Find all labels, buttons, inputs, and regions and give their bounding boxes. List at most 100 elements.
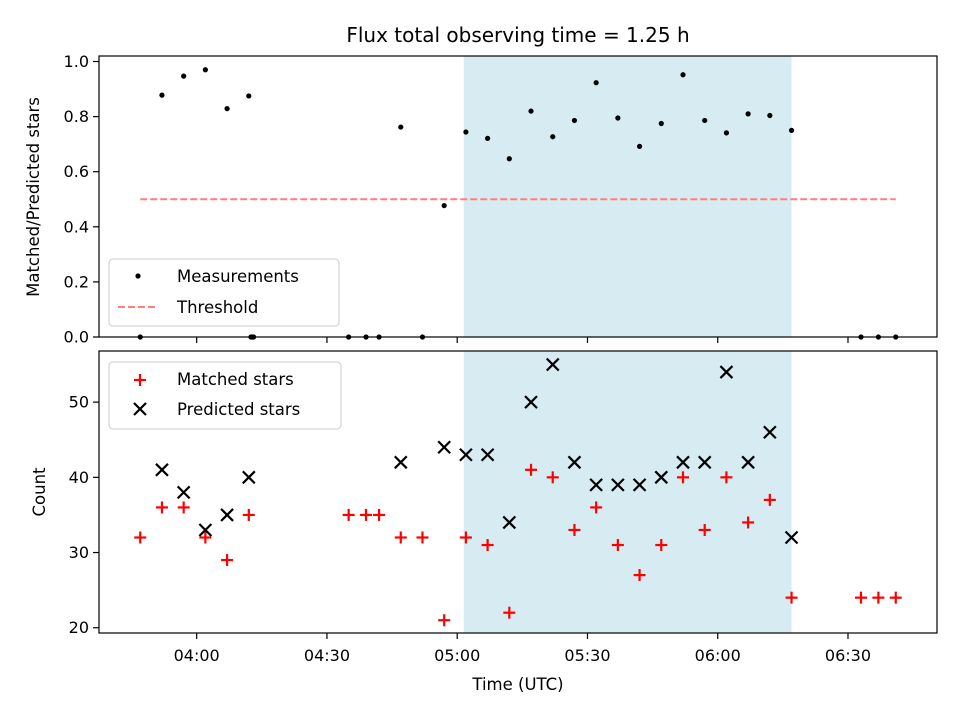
data-point	[459, 447, 473, 462]
data-point	[528, 108, 534, 114]
top-panel: 0.0 0.2 0.4 0.6 0.8 1.0 Matched/Predicted sta…	[24, 52, 938, 347]
top-y-axis-label: Matched/Predicted stars	[24, 97, 43, 297]
bottom-y-ticks: 20 30 40 50	[69, 393, 99, 637]
data-point	[676, 471, 689, 484]
data-point	[636, 143, 643, 149]
data-point	[763, 493, 776, 506]
bottom-y-axis-label: Count	[30, 467, 49, 517]
y-tick-label: 0.4	[64, 217, 89, 236]
y-tick-label: 0.8	[64, 107, 89, 126]
series-predicted-stars	[155, 357, 799, 545]
data-point	[481, 539, 494, 552]
data-point	[698, 523, 711, 536]
bottom-x-ticks: 04:00 04:30 05:00 05:30 06:00 06:30	[174, 633, 871, 665]
y-tick-label: 30	[69, 543, 89, 562]
data-point	[524, 395, 538, 409]
y-tick-label: 40	[69, 468, 89, 487]
data-point	[784, 530, 799, 545]
data-point	[550, 134, 556, 140]
data-point	[855, 591, 868, 604]
data-point	[889, 591, 902, 604]
data-point	[202, 67, 208, 73]
y-tick-label: 0.2	[64, 272, 89, 291]
y-tick-label: 50	[69, 393, 89, 412]
data-point	[242, 508, 255, 521]
data-point	[611, 539, 624, 552]
data-point	[545, 357, 560, 372]
top-x-ticks	[196, 337, 849, 343]
data-point	[394, 531, 407, 544]
data-point	[220, 508, 234, 522]
data-point	[745, 111, 751, 117]
legend-matched-label: Matched stars	[177, 370, 294, 389]
data-point	[480, 447, 495, 462]
x-tick-label: 06:30	[825, 646, 871, 665]
top-y-ticks: 0.0 0.2 0.4 0.6 0.8 1.0	[64, 52, 99, 347]
data-point	[463, 129, 469, 135]
x-tick-label: 05:30	[564, 646, 610, 665]
data-point	[221, 554, 234, 567]
data-point	[246, 93, 252, 99]
data-point	[742, 516, 755, 529]
bottom-legend: Matched stars Predicted stars	[108, 361, 342, 430]
data-point	[763, 425, 777, 439]
data-point	[615, 115, 621, 121]
bottom-highlight-span	[463, 351, 792, 633]
data-point	[658, 120, 664, 127]
data-point	[159, 92, 165, 98]
data-point	[680, 72, 686, 78]
data-point	[224, 106, 230, 112]
data-point	[546, 471, 559, 484]
data-point	[633, 569, 646, 582]
data-point	[593, 80, 599, 86]
legend-predicted-marker	[133, 402, 147, 416]
bottom-plot-frame	[98, 350, 938, 634]
y-tick-label: 20	[69, 618, 89, 637]
data-point	[373, 508, 386, 521]
x-tick-label: 04:30	[304, 646, 350, 665]
data-point	[655, 539, 668, 552]
data-point	[438, 614, 451, 627]
y-tick-label: 0.0	[64, 328, 89, 347]
data-point	[788, 127, 795, 133]
data-point	[177, 501, 190, 514]
data-point	[459, 531, 472, 544]
data-point	[181, 73, 187, 79]
data-point	[485, 135, 491, 141]
data-point	[611, 478, 625, 492]
data-point	[398, 124, 404, 130]
data-point	[676, 455, 690, 470]
data-point	[242, 470, 256, 485]
series-matched-stars	[134, 463, 902, 627]
top-legend: Measurements Threshold	[108, 258, 340, 327]
data-point	[697, 455, 712, 470]
data-point	[741, 455, 755, 470]
data-point	[441, 202, 447, 209]
y-tick-label: 1.0	[64, 52, 89, 71]
top-plot-frame	[98, 55, 938, 338]
data-point	[872, 591, 885, 604]
data-point	[198, 523, 213, 537]
legend-measurements-marker	[135, 273, 141, 279]
x-tick-label: 06:00	[695, 646, 741, 665]
data-point	[654, 470, 669, 485]
bottom-legend-box	[108, 361, 342, 430]
data-point	[568, 523, 581, 536]
data-point	[199, 531, 212, 544]
legend-matched-marker	[134, 374, 146, 386]
data-point	[590, 501, 603, 514]
data-point	[503, 606, 516, 619]
data-point	[567, 455, 582, 470]
data-point	[785, 591, 798, 604]
data-point	[719, 365, 734, 379]
data-point	[437, 440, 451, 455]
chart-title: Flux total observing time = 1.25 h	[346, 23, 689, 47]
data-point	[702, 117, 708, 124]
x-tick-label: 04:00	[174, 646, 220, 665]
data-point	[176, 485, 191, 500]
data-point	[720, 471, 733, 484]
data-point	[416, 531, 429, 544]
top-legend-box	[108, 258, 340, 327]
